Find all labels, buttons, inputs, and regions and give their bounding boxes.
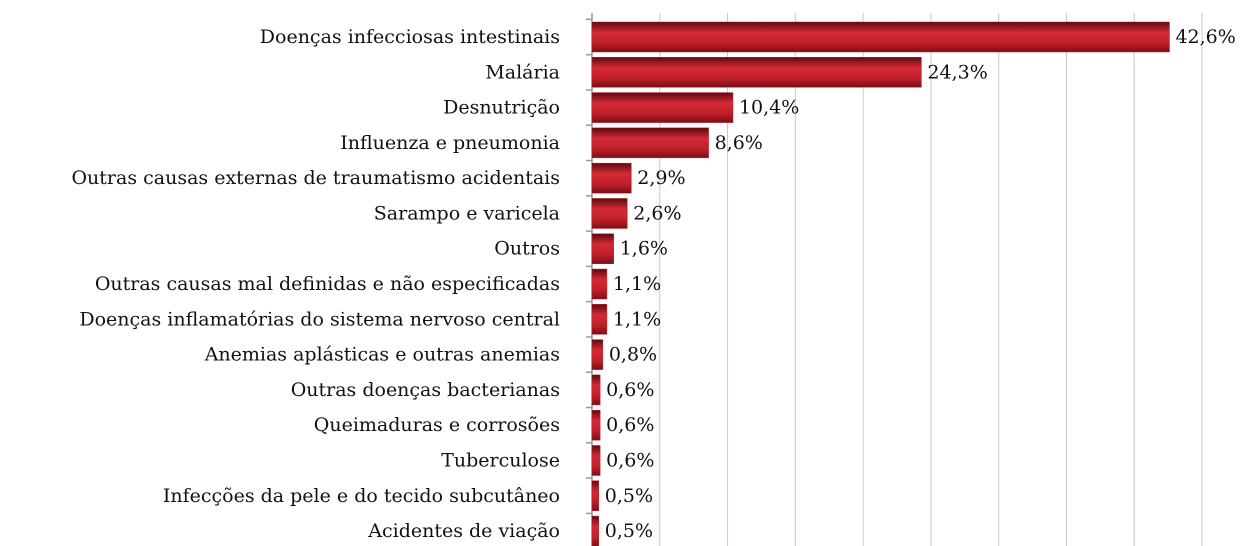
y-tick-label: Infecções da pele e do tecido subcutâneo [163, 485, 560, 507]
bar [591, 480, 600, 512]
data-label: 1,1% [613, 273, 661, 295]
bar [591, 21, 1170, 53]
y-tick-label: Anemias aplásticas e outras anemias [204, 344, 560, 366]
bar [591, 374, 601, 406]
bar [591, 445, 601, 476]
bar [591, 339, 604, 370]
data-label: 0,5% [605, 485, 653, 507]
bar [591, 515, 600, 546]
bar [591, 304, 608, 335]
bar [591, 233, 614, 264]
y-tick-label: Acidentes de viação [367, 520, 560, 542]
bar [591, 57, 922, 88]
data-label: 0,6% [606, 449, 654, 471]
bar [591, 268, 608, 300]
bar [591, 198, 628, 229]
bar [591, 162, 632, 194]
data-label: 0,6% [606, 414, 654, 436]
data-label: 0,5% [605, 520, 653, 542]
data-label: 0,8% [609, 344, 657, 366]
y-tick-label: Tuberculose [441, 449, 560, 471]
y-tick-label: Outros [494, 238, 560, 260]
data-label: 10,4% [739, 97, 799, 119]
data-label: 24,3% [927, 61, 987, 83]
data-label: 2,9% [637, 167, 685, 189]
data-label: 8,6% [715, 132, 763, 154]
bar [591, 127, 709, 159]
data-label: 2,6% [633, 202, 681, 224]
y-tick-label: Outras doenças bacterianas [291, 379, 560, 401]
y-tick-label: Influenza e pneumonia [340, 132, 560, 154]
y-tick-label: Doenças infecciosas intestinais [260, 26, 560, 48]
y-tick-label: Queimaduras e corrosões [314, 414, 560, 436]
bar [591, 409, 601, 441]
data-label: 1,6% [620, 238, 668, 260]
bar [591, 92, 734, 123]
y-tick-label: Malária [485, 61, 560, 83]
y-tick-label: Sarampo e varicela [374, 202, 560, 224]
data-label: 1,1% [613, 308, 661, 330]
y-tick-label: Desnutrição [443, 97, 560, 119]
data-label: 42,6% [1175, 26, 1235, 48]
y-tick-label: Doenças inflamatórias do sistema nervoso… [79, 308, 560, 330]
y-tick-label: Outras causas mal definidas e não especi… [95, 273, 560, 295]
data-label: 0,6% [606, 379, 654, 401]
y-tick-label: Outras causas externas de traumatismo ac… [71, 167, 560, 189]
